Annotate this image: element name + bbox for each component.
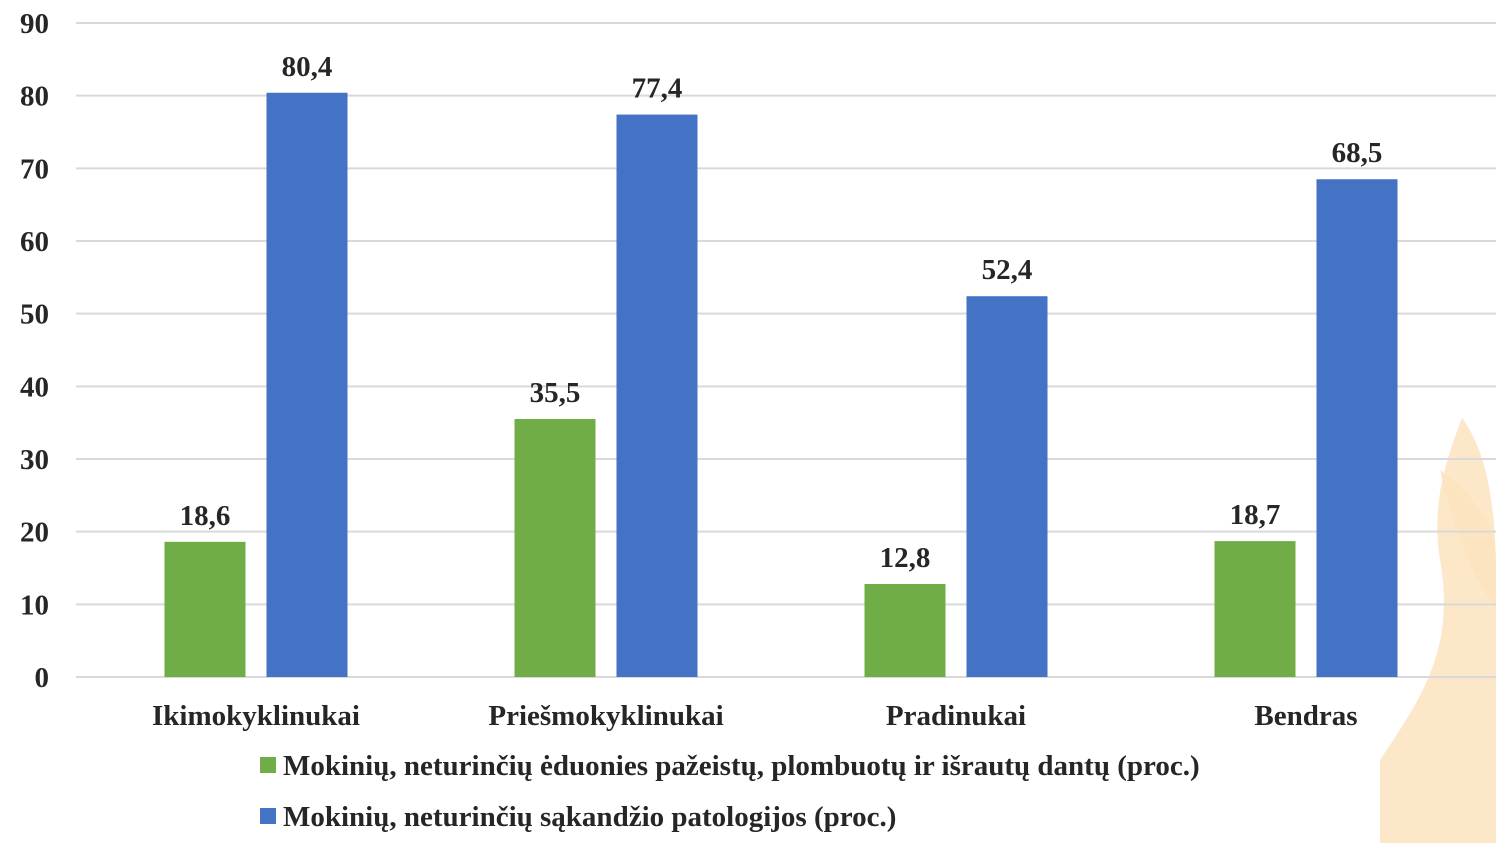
bar-no-malocclusion [1316,179,1398,677]
data-label: 35,5 [530,377,581,409]
data-label: 12,8 [880,542,931,574]
data-label: 52,4 [982,254,1033,286]
x-axis-categories: Ikimokyklinukai Priešmokyklinukai Pradinuk… [152,700,1358,732]
data-labels: 18,6 80,4 35,5 77,4 12,8 52,4 18,7 68,5 [180,51,1383,574]
data-label: 18,6 [180,500,231,532]
y-axis-ticks: 0 10 20 30 40 50 60 70 80 90 [20,8,49,694]
y-tick-label: 40 [20,371,49,403]
y-tick-label: 70 [20,153,49,185]
y-tick-label: 0 [35,662,50,694]
bar-caries-free [864,583,946,677]
y-tick-label: 30 [20,444,49,476]
category-label: Priešmokyklinukai [488,700,723,732]
bar-no-malocclusion [966,296,1048,677]
bar-caries-free [1214,541,1296,677]
category-label: Pradinukai [886,700,1026,732]
legend-swatch [260,808,276,824]
legend-entry-label: Mokinių, neturinčių ėduonies pažeistų, p… [283,750,1200,782]
watermark-stroke-shape [1440,470,1496,610]
data-label: 18,7 [1230,499,1281,531]
legend-swatch [260,757,276,773]
legend-entry-label: Mokinių, neturinčių sąkandžio patologijo… [283,801,896,833]
legend: Mokinių, neturinčių ėduonies pažeistų, p… [260,750,1200,833]
data-label: 68,5 [1332,137,1383,169]
decorative-watermark [1380,418,1496,843]
bar-caries-free [164,541,246,677]
category-label: Bendras [1254,700,1357,732]
data-label: 80,4 [282,51,333,83]
bars [164,92,1398,677]
y-tick-label: 50 [20,299,49,331]
bar-no-malocclusion [266,92,348,677]
y-tick-label: 20 [20,517,49,549]
y-tick-label: 80 [20,81,49,113]
y-tick-label: 90 [20,8,49,40]
bar-caries-free [514,419,596,677]
bar-no-malocclusion [616,114,698,677]
y-tick-label: 10 [20,589,49,621]
category-label: Ikimokyklinukai [152,700,360,732]
y-tick-label: 60 [20,226,49,258]
data-label: 77,4 [632,73,683,105]
